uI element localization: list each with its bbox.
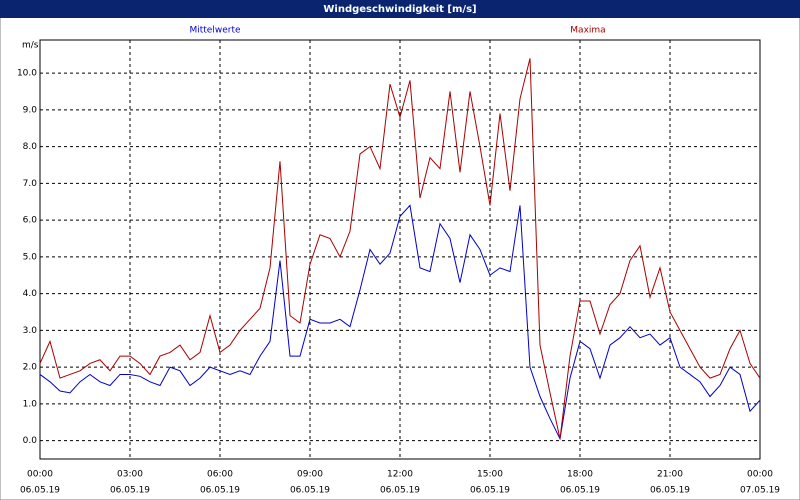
y-tick-label: 7.0	[23, 179, 38, 189]
x-tick-date: 06.05.19	[560, 486, 600, 496]
y-tick-label: 5.0	[23, 252, 38, 262]
x-tick-date: 06.05.19	[380, 486, 420, 496]
x-tick-date: 07.05.19	[740, 486, 780, 496]
x-tick-label: 03:00	[117, 470, 143, 480]
x-tick-date: 06.05.19	[290, 486, 330, 496]
x-tick-date: 06.05.19	[110, 486, 150, 496]
y-tick-label: 9.0	[23, 105, 38, 115]
title-bar	[0, 0, 800, 18]
x-tick-label: 00:00	[747, 470, 773, 480]
y-tick-label: 1.0	[23, 399, 38, 409]
x-tick-date: 06.05.19	[20, 486, 60, 496]
data-line	[39, 204, 761, 441]
x-tick-label: 12:00	[387, 470, 413, 480]
x-tick-label: 00:00	[27, 470, 53, 480]
x-tick-date: 06.05.19	[200, 486, 240, 496]
chart-title: Windgeschwindigkeit [m/s]	[323, 4, 476, 15]
x-tick-label: 06:00	[207, 470, 233, 480]
y-tick-label: 4.0	[23, 289, 38, 299]
x-tick-date: 06.05.19	[470, 486, 510, 496]
y-tick-label: 0.0	[23, 436, 38, 446]
y-tick-label: 10.0	[17, 69, 37, 79]
y-tick-label: 3.0	[23, 326, 38, 336]
legend-label: Maxima	[570, 26, 605, 36]
y-tick-label: 6.0	[23, 216, 38, 226]
x-tick-label: 15:00	[477, 470, 503, 480]
x-tick-label: 21:00	[657, 470, 683, 480]
x-tick-date: 06.05.19	[650, 486, 690, 496]
data-line	[39, 58, 761, 439]
legend-label: Mittelwerte	[189, 26, 240, 36]
y-tick-label: 8.0	[23, 142, 38, 152]
x-tick-label: 09:00	[297, 470, 323, 480]
y-axis-label: m/s	[22, 41, 39, 51]
y-tick-label: 2.0	[23, 363, 38, 373]
x-tick-label: 18:00	[567, 470, 593, 480]
